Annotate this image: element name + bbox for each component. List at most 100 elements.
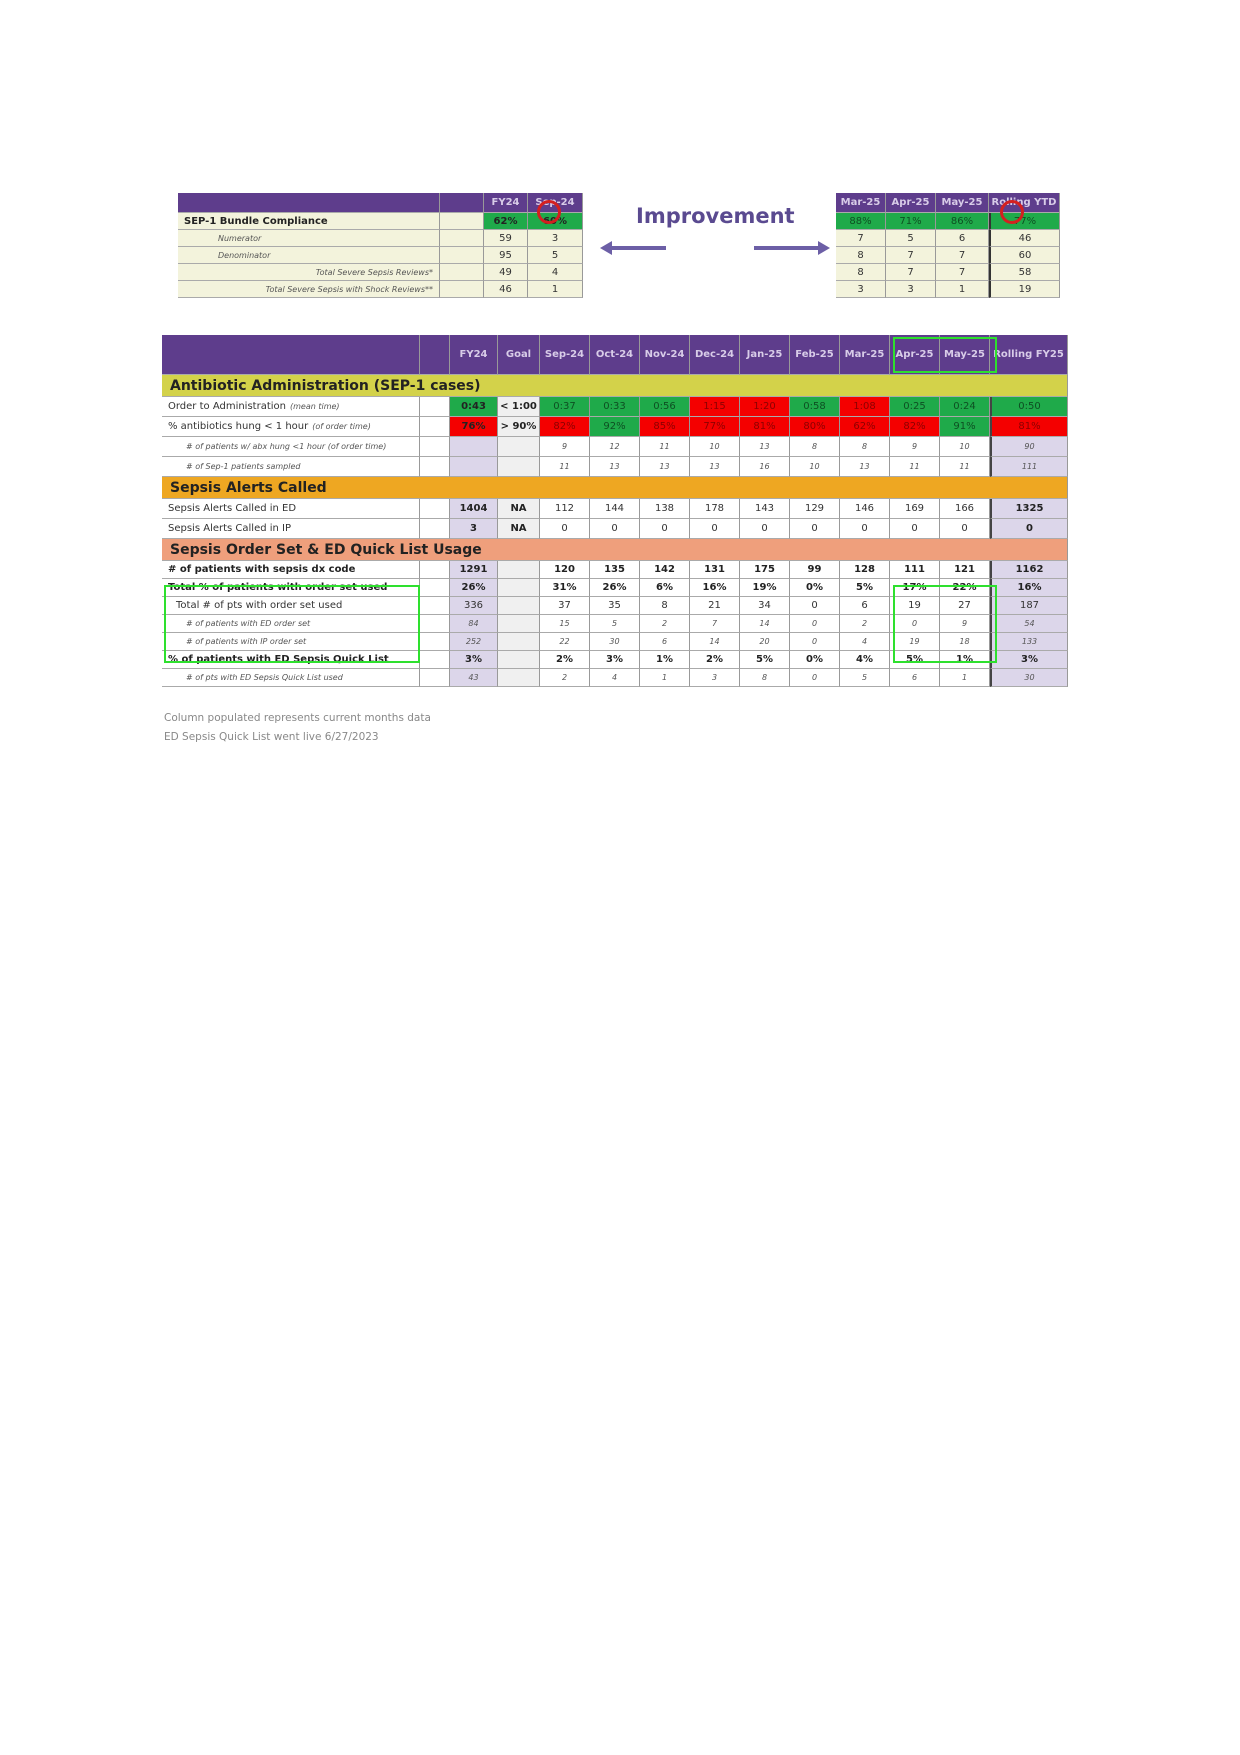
highlight-box-order-set-labels xyxy=(164,585,420,663)
value-cell: 4 xyxy=(590,669,640,687)
value-cell: 88% xyxy=(836,213,886,230)
value-cell: 178 xyxy=(690,499,740,519)
value-cell: 0:43 xyxy=(450,397,498,417)
row-label-text: Total % of patients with order set used xyxy=(168,582,388,593)
value-cell: 6 xyxy=(640,633,690,651)
value-cell: 146 xyxy=(840,499,890,519)
value-cell: 99 xyxy=(790,561,840,579)
blank-cell xyxy=(420,499,450,519)
value-cell: 0:58 xyxy=(790,397,840,417)
value-cell: 77% xyxy=(690,417,740,437)
value-cell: 1% xyxy=(640,651,690,669)
value-cell: 5 xyxy=(840,669,890,687)
blank-cell xyxy=(420,633,450,651)
column-header: Mar-25 xyxy=(840,335,890,375)
value-cell: 81% xyxy=(740,417,790,437)
column-header: Rolling FY25 xyxy=(990,335,1068,375)
value-cell: 1 xyxy=(940,669,990,687)
value-cell: 336 xyxy=(450,597,498,615)
value-cell: 0 xyxy=(790,633,840,651)
column-header: Mar-25 xyxy=(836,193,886,213)
value-cell: 12 xyxy=(590,437,640,457)
column-header xyxy=(162,335,420,375)
value-cell: 2 xyxy=(540,669,590,687)
value-cell: 6% xyxy=(640,579,690,597)
column-header: Apr-25 xyxy=(890,335,940,375)
blank-cell xyxy=(420,669,450,687)
blank-cell xyxy=(440,264,484,281)
blank-cell xyxy=(420,597,450,615)
row-label-text: Sepsis Alerts Called in IP xyxy=(168,523,292,534)
value-cell: 1 xyxy=(936,281,989,298)
value-cell: 21 xyxy=(690,597,740,615)
value-cell: 22% xyxy=(940,579,990,597)
value-cell: 1:08 xyxy=(840,397,890,417)
value-cell: 19 xyxy=(890,597,940,615)
row-label: # of Sep-1 patients sampled xyxy=(162,457,420,477)
value-cell: 82% xyxy=(540,417,590,437)
value-cell: 1 xyxy=(528,281,583,298)
value-cell xyxy=(498,437,540,457)
value-cell xyxy=(498,651,540,669)
value-cell: 131 xyxy=(690,561,740,579)
value-cell: 1 xyxy=(640,669,690,687)
value-cell: 252 xyxy=(450,633,498,651)
highlight-circle-rolling-ytd xyxy=(1000,200,1024,224)
value-cell: 5 xyxy=(590,615,640,633)
value-cell: 0 xyxy=(890,615,940,633)
value-cell: 0:33 xyxy=(590,397,640,417)
value-cell: 0:25 xyxy=(890,397,940,417)
value-cell: 13 xyxy=(690,457,740,477)
value-cell: 0 xyxy=(790,615,840,633)
value-cell: 0% xyxy=(790,579,840,597)
value-cell: 90 xyxy=(990,437,1068,457)
blank-cell xyxy=(420,561,450,579)
value-cell: 3% xyxy=(590,651,640,669)
value-cell: 135 xyxy=(590,561,640,579)
improvement-label: Improvement xyxy=(636,204,795,228)
value-cell: 112 xyxy=(540,499,590,519)
blank-cell xyxy=(420,519,450,539)
value-cell: 1% xyxy=(940,651,990,669)
value-cell: 3 xyxy=(836,281,886,298)
highlight-box-header-apr-may xyxy=(893,337,997,373)
value-cell: 2 xyxy=(840,615,890,633)
value-cell: 8 xyxy=(840,437,890,457)
value-cell: 30 xyxy=(990,669,1068,687)
value-cell: 1162 xyxy=(990,561,1068,579)
row-label-text: Sepsis Alerts Called in ED xyxy=(168,503,297,514)
value-cell: 82% xyxy=(890,417,940,437)
column-header: FY24 xyxy=(484,193,528,213)
value-cell: 1291 xyxy=(450,561,498,579)
column-header: Goal xyxy=(498,335,540,375)
value-cell: 0 xyxy=(790,669,840,687)
value-cell: 7 xyxy=(836,230,886,247)
value-cell: 19 xyxy=(890,633,940,651)
value-cell: 3 xyxy=(450,519,498,539)
blank-cell xyxy=(440,281,484,298)
value-cell: 62% xyxy=(484,213,528,230)
value-cell: 187 xyxy=(990,597,1068,615)
value-cell: 13 xyxy=(590,457,640,477)
value-cell: 0 xyxy=(940,519,990,539)
value-cell: 85% xyxy=(640,417,690,437)
value-cell: 0 xyxy=(740,519,790,539)
column-header: Dec-24 xyxy=(690,335,740,375)
value-cell xyxy=(498,457,540,477)
value-cell: 59 xyxy=(484,230,528,247)
value-cell: 5% xyxy=(890,651,940,669)
value-cell: 17% xyxy=(890,579,940,597)
column-header: Jan-25 xyxy=(740,335,790,375)
arrow-right-icon xyxy=(754,241,830,255)
value-cell: 166 xyxy=(940,499,990,519)
column-header: Apr-25 xyxy=(886,193,936,213)
value-cell: 8 xyxy=(740,669,790,687)
value-cell: 26% xyxy=(590,579,640,597)
value-cell: 142 xyxy=(640,561,690,579)
value-cell: 84 xyxy=(450,615,498,633)
value-cell: 16% xyxy=(690,579,740,597)
value-cell: 111 xyxy=(990,457,1068,477)
value-cell: 81% xyxy=(990,417,1068,437)
value-cell: 62% xyxy=(840,417,890,437)
value-cell: 31% xyxy=(540,579,590,597)
